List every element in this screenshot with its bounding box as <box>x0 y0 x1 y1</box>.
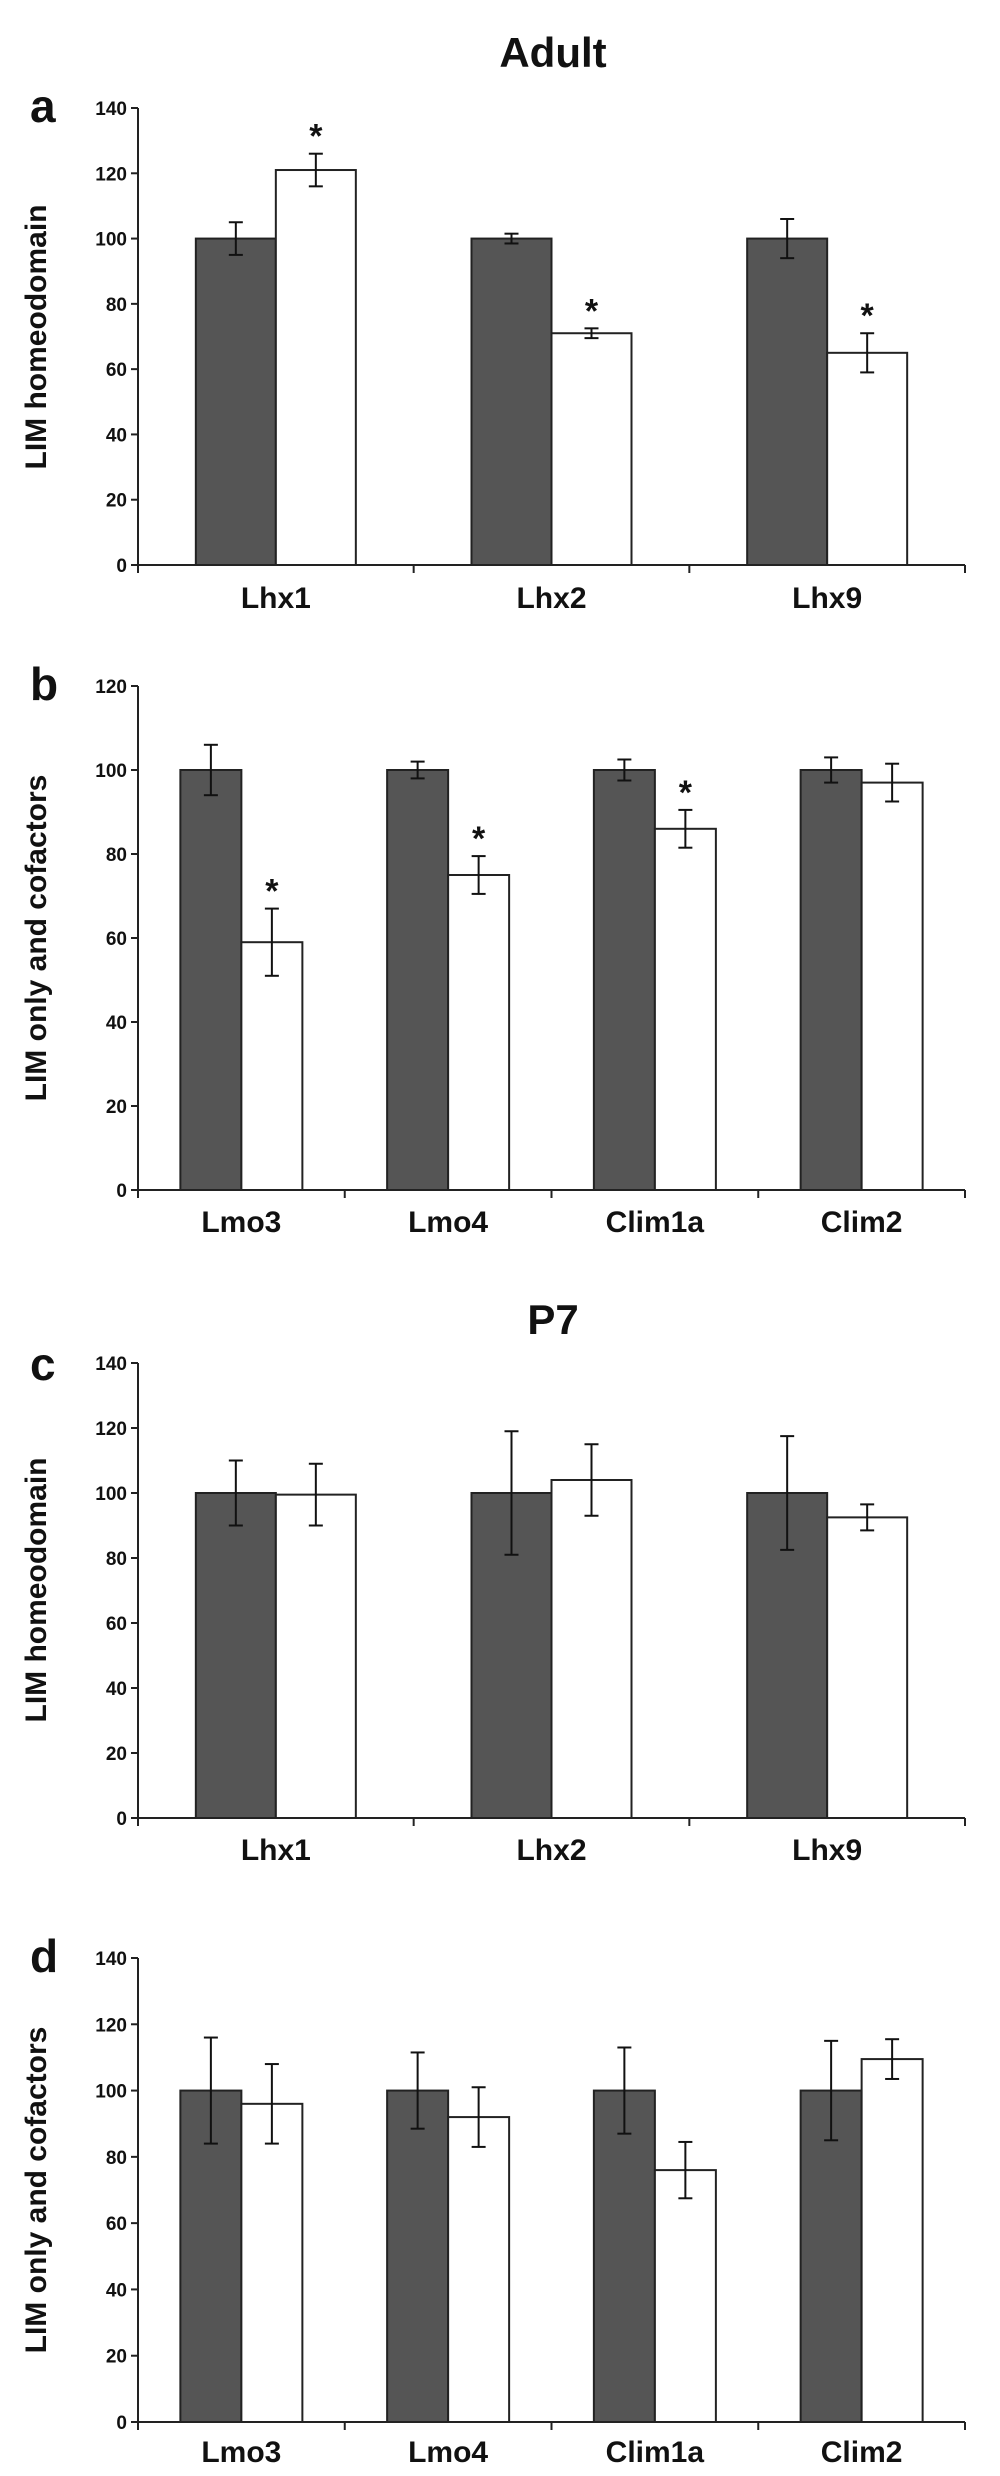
y-tick-label: 40 <box>106 425 127 446</box>
y-tick-label: 20 <box>106 2347 127 2368</box>
bar-dark-lmo4 <box>386 769 450 1191</box>
y-tick-label: 140 <box>95 1949 127 1970</box>
y-tick-label: 100 <box>95 761 127 782</box>
y-tick-label: 120 <box>95 2015 127 2036</box>
x-category-label: Clim2 <box>821 1206 903 1239</box>
x-category-label: Clim1a <box>606 1206 705 1239</box>
heading-p7: P7 <box>527 1296 578 1343</box>
panel-letter: b <box>30 658 58 710</box>
significance-star: * <box>861 297 875 335</box>
bar-dark-clim2 <box>799 769 863 1191</box>
x-category-label: Lhx1 <box>241 582 311 615</box>
bar-dark-lhx1 <box>194 237 277 566</box>
bar-dark-clim1a <box>592 2089 656 2424</box>
bar-light-lhx9 <box>826 351 909 567</box>
bar-light-lmo3 <box>240 941 304 1192</box>
heading-adult: Adult <box>499 29 606 76</box>
significance-star: * <box>585 292 599 330</box>
panel-letter: a <box>30 80 56 132</box>
bar-light-clim1a <box>653 2169 717 2423</box>
bar-light-lmo3 <box>240 2102 304 2424</box>
significance-star: * <box>309 118 323 156</box>
bar-dark-lhx2 <box>470 237 553 566</box>
y-tick-label: 80 <box>106 295 127 316</box>
bar-dark-lhx1 <box>194 1492 277 1819</box>
y-axis-label: LIM only and cofactors <box>20 775 53 1102</box>
y-tick-label: 0 <box>116 556 127 577</box>
y-axis-label: LIM only and cofactors <box>20 2027 53 2354</box>
bar-light-lhx9 <box>826 1516 909 1819</box>
chart-panel-b: b LIM only and cofactors 0 20 40 60 80 100 120 * L… <box>20 658 966 1239</box>
bar-dark-lhx9 <box>746 237 829 566</box>
y-tick-label: 80 <box>106 2148 127 2169</box>
x-category-label: Lhx2 <box>516 582 586 615</box>
x-category-label: Lhx9 <box>792 582 862 615</box>
y-tick-label: 120 <box>95 164 127 185</box>
y-tick-label: 60 <box>106 929 127 950</box>
y-tick-label: 40 <box>106 1679 127 1700</box>
bar-light-lhx2 <box>550 332 633 566</box>
y-tick-label: 120 <box>95 677 127 698</box>
x-category-label: Clim1a <box>606 2436 705 2469</box>
y-tick-label: 40 <box>106 1013 127 1034</box>
chart-panel-d: d LIM only and cofactors 0 20 40 60 80 100 120 14… <box>20 1930 966 2469</box>
bar-light-lmo4 <box>447 874 511 1191</box>
y-tick-label: 60 <box>106 360 127 381</box>
x-category-label: Lmo4 <box>408 2436 488 2469</box>
bar-light-lmo4 <box>447 2116 511 2423</box>
y-tick-label: 140 <box>95 99 127 120</box>
bar-light-lhx1 <box>274 169 357 566</box>
y-axis-label: LIM homeodomain <box>20 1458 53 1723</box>
x-category-label: Lmo4 <box>408 1206 488 1239</box>
y-tick-label: 20 <box>106 1097 127 1118</box>
y-axis-label: LIM homeodomain <box>20 205 53 470</box>
bar-dark-lmo4 <box>386 2089 450 2424</box>
bar-dark-lmo3 <box>179 769 243 1191</box>
y-tick-label: 0 <box>116 1181 127 1202</box>
chart-panel-c: c LIM homeodomain 0 20 40 60 80 100 120 140 Lhx1 Lh… <box>20 1338 966 1867</box>
y-tick-label: 20 <box>106 1744 127 1765</box>
panel-letter: c <box>30 1338 56 1390</box>
x-category-label: Lhx9 <box>792 1834 862 1867</box>
bar-light-clim2 <box>860 2058 924 2423</box>
bar-light-lhx1 <box>274 1493 357 1819</box>
x-category-label: Lmo3 <box>201 2436 281 2469</box>
bar-dark-clim2 <box>799 2089 863 2424</box>
y-tick-label: 60 <box>106 1614 127 1635</box>
x-category-label: Clim2 <box>821 2436 903 2469</box>
y-tick-label: 60 <box>106 2214 127 2235</box>
y-tick-label: 80 <box>106 845 127 866</box>
bar-light-clim2 <box>860 781 924 1191</box>
y-tick-label: 140 <box>95 1354 127 1375</box>
panel-letter: d <box>30 1930 58 1982</box>
y-tick-label: 40 <box>106 2280 127 2301</box>
y-tick-label: 100 <box>95 1484 127 1505</box>
y-tick-label: 20 <box>106 491 127 512</box>
significance-star: * <box>679 774 693 812</box>
y-tick-label: 100 <box>95 230 127 251</box>
y-tick-label: 120 <box>95 1419 127 1440</box>
x-category-label: Lhx1 <box>241 1834 311 1867</box>
bar-light-lhx2 <box>550 1479 633 1819</box>
x-category-label: Lmo3 <box>201 1206 281 1239</box>
significance-star: * <box>472 820 486 858</box>
bar-dark-clim1a <box>592 769 656 1191</box>
y-tick-label: 100 <box>95 2082 127 2103</box>
chart-panel-a: a LIM homeodomain 0 20 40 60 80 100 120 140 * Lhx1 *… <box>20 80 966 615</box>
y-tick-label: 0 <box>116 2413 127 2434</box>
y-tick-label: 80 <box>106 1549 127 1570</box>
y-tick-label: 0 <box>116 1809 127 1830</box>
bar-light-clim1a <box>653 827 717 1191</box>
significance-star: * <box>265 873 279 911</box>
x-category-label: Lhx2 <box>516 1834 586 1867</box>
